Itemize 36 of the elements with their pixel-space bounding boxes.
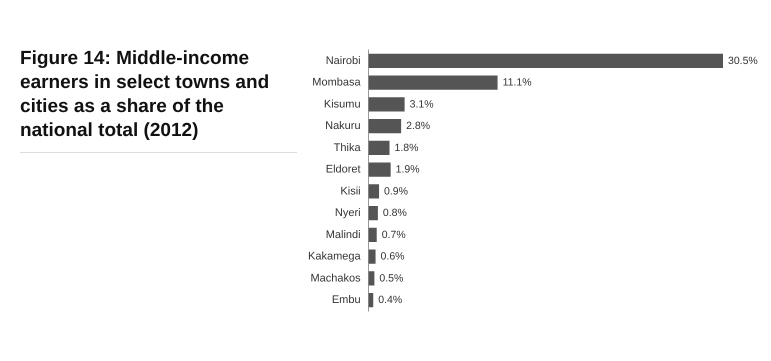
y-tick-label: Thika [334,142,362,154]
data-label: 2.8% [406,120,430,132]
data-label: 0.5% [379,272,404,284]
data-label: 11.1% [502,76,532,89]
data-label: 0.8% [382,207,407,220]
data-label: 1.9% [396,164,420,176]
y-tick-label: Eldoret [326,164,361,176]
bar [368,250,376,264]
y-tick-label: Malindi [326,228,361,241]
data-label: 0.7% [382,228,406,241]
data-label: 3.1% [410,98,434,110]
data-label: 1.8% [394,142,418,154]
bar [368,228,377,242]
bar [368,271,374,286]
y-tick-label: Nairobi [326,54,361,67]
data-label: 0.4% [378,294,402,306]
bar [368,54,723,68]
bar [368,162,391,177]
y-tick-label: Embu [332,294,361,306]
y-tick-label: Kisii [340,185,361,198]
y-tick-label: Kisumu [324,98,361,110]
y-tick-label: Nakuru [325,120,361,132]
bar [368,184,380,198]
y-tick-label: Kakamega [308,250,362,263]
bar [368,76,498,90]
data-label: 0.6% [380,250,404,263]
bar [368,206,378,220]
data-label: 0.9% [384,185,408,198]
data-label: 30.5% [728,54,758,67]
text: Figure 14: Middle-income earners in select towns and cities as a share of the national total (2012) [20,47,270,143]
y-tick-label: Machakos [310,272,362,284]
bar [368,140,390,155]
bar [368,119,402,134]
bar [368,97,405,112]
y-tick-label: Mombasa [312,76,362,89]
y-tick-label: Nyeri [334,207,361,220]
